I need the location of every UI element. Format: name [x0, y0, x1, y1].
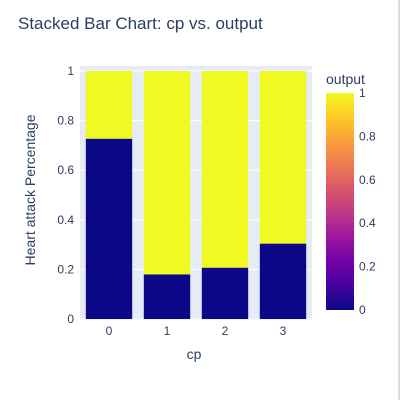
y-tick-labels: 0 0.2 0.4 0.6 0.8 1: [57, 64, 74, 326]
bar-segment-output-1: [143, 71, 191, 275]
colorbar-tick-labels: 0 0.2 0.4 0.6 0.8 1: [359, 86, 376, 317]
y-axis-title: Heart attack Percentage: [22, 114, 38, 265]
colorbar-tick-label: 0.6: [359, 173, 376, 187]
bar-segment-output-1: [259, 71, 307, 244]
frame-edge: [398, 0, 400, 400]
bar-segment-output-0: [259, 243, 307, 319]
x-tick-label: 2: [222, 324, 229, 338]
bar-segment-output-1: [85, 71, 133, 139]
x-tick-label: 0: [106, 324, 113, 338]
y-tick-label: 0.4: [57, 213, 74, 227]
colorbar-tick-label: 0.8: [359, 129, 376, 143]
bar-segment-output-0: [201, 267, 249, 319]
y-tick-label: 0.8: [57, 114, 74, 128]
colorbar-title: output: [326, 71, 365, 87]
colorbar-tick-label: 0.2: [359, 260, 376, 274]
y-tick-label: 0: [67, 312, 74, 326]
bars: [85, 71, 307, 319]
bar-segment-output-1: [201, 71, 249, 268]
x-tick-label: 1: [164, 324, 171, 338]
y-tick-label: 1: [67, 64, 74, 78]
colorbar: [326, 93, 354, 310]
x-tick-labels: 0 1 2 3: [106, 324, 287, 338]
colorbar-tick-label: 0.4: [359, 216, 376, 230]
y-tick-label: 0.2: [57, 262, 74, 276]
bar-segment-output-0: [143, 274, 191, 319]
colorbar-tick-label: 0: [359, 303, 366, 317]
x-axis-title: cp: [187, 346, 202, 362]
x-tick-label: 3: [280, 324, 287, 338]
chart-title: Stacked Bar Chart: cp vs. output: [18, 14, 263, 33]
bar-segment-output-0: [85, 138, 133, 319]
colorbar-tick-label: 1: [359, 86, 366, 100]
y-tick-label: 0.6: [57, 163, 74, 177]
